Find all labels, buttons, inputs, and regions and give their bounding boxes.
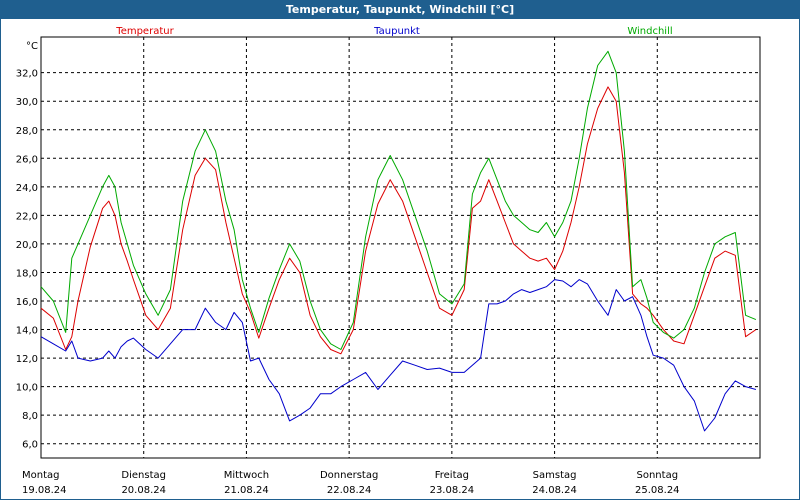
x-tick-date: 21.08.24	[224, 485, 269, 496]
legend-entry: Temperatur	[115, 26, 174, 37]
y-unit-label: °C	[26, 41, 38, 52]
grid	[41, 37, 760, 458]
y-tick-label: 24,0	[16, 183, 38, 194]
chart-title: Temperatur, Taupunkt, Windchill [°C]	[1, 1, 799, 19]
y-tick-label: 32,0	[16, 69, 38, 80]
y-tick-label: 26,0	[16, 154, 38, 165]
series-line-taupunkt	[40, 279, 757, 432]
y-tick-label: 18,0	[16, 268, 38, 279]
series-line-windchill	[40, 50, 757, 350]
x-tick-date: 24.08.24	[532, 485, 577, 496]
series-line-temperatur	[40, 86, 757, 355]
legend-entry: Taupunkt	[373, 26, 420, 37]
x-tick-date: 22.08.24	[327, 485, 372, 496]
y-tick-label: 28,0	[16, 126, 38, 137]
x-tick-date: 23.08.24	[430, 485, 475, 496]
y-tick-label: 10,0	[16, 383, 38, 394]
y-tick-label: 16,0	[16, 297, 38, 308]
x-tick-day: Sonntag	[637, 470, 679, 481]
x-tick-day: Samstag	[533, 470, 577, 481]
x-tick-date: 19.08.24	[22, 485, 67, 496]
legend-entry: Windchill	[627, 26, 672, 37]
y-tick-label: 22,0	[16, 211, 38, 222]
x-tick-day: Donnerstag	[320, 470, 378, 481]
x-tick-day: Freitag	[435, 470, 469, 481]
y-tick-label: 8,0	[22, 411, 38, 422]
x-tick-date: 20.08.24	[121, 485, 166, 496]
legend: Temperatur Taupunkt Windchill	[115, 26, 672, 37]
x-tick-day: Dienstag	[121, 470, 166, 481]
x-tick-date: 25.08.24	[635, 485, 680, 496]
plot-border	[40, 36, 761, 459]
y-tick-labels: 6,0 8,0 10,0 12,0 14,0 16,0 18,0 20,0 22,0 24,0 26…	[16, 69, 38, 451]
x-tick-labels: Montag 19.08.24 Dienstag 20.08.24 Mittwoch 21…	[22, 470, 680, 496]
y-tick-label: 12,0	[16, 354, 38, 365]
x-tick-day: Mittwoch	[224, 470, 269, 481]
y-tick-label: 30,0	[16, 97, 38, 108]
y-tick-label: 14,0	[16, 326, 38, 337]
y-tick-label: 6,0	[22, 440, 38, 451]
x-tick-day: Montag	[22, 470, 59, 481]
y-tick-label: 20,0	[16, 240, 38, 251]
series-lines	[40, 50, 757, 432]
